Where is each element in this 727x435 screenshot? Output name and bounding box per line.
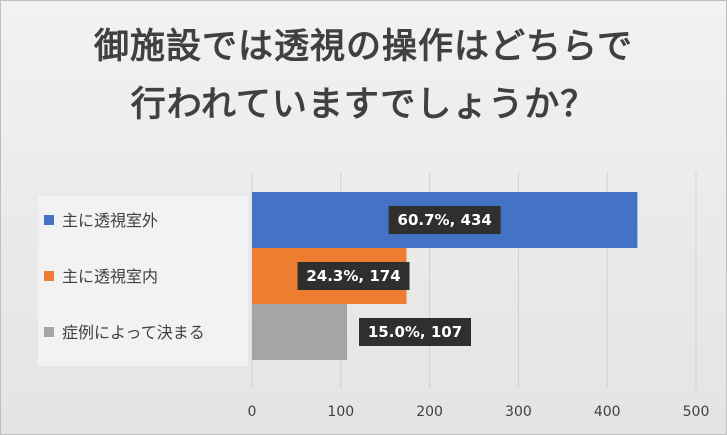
legend-marker bbox=[44, 327, 54, 337]
data-label-box bbox=[388, 206, 501, 234]
legend-label: 症例によって決まる bbox=[62, 323, 205, 342]
bar bbox=[252, 304, 348, 360]
chart-title-line-1: 御施設では透視の操作はどちらで bbox=[94, 27, 633, 67]
x-tick-label: 300 bbox=[505, 404, 532, 420]
legend-marker bbox=[44, 271, 54, 281]
x-tick-label: 200 bbox=[416, 404, 443, 420]
legend-label: 主に透視室内 bbox=[62, 267, 158, 286]
legend-panel bbox=[38, 196, 248, 366]
x-tick-label: 0 bbox=[248, 404, 257, 420]
x-tick-label: 100 bbox=[327, 404, 354, 420]
x-tick-label: 500 bbox=[683, 404, 710, 420]
data-label: 15.0%, 107 bbox=[368, 323, 462, 341]
data-label: 24.3%, 174 bbox=[306, 267, 400, 285]
data-label: 60.7%, 434 bbox=[398, 211, 492, 229]
data-label-box bbox=[359, 318, 472, 346]
legend-label: 主に透視室外 bbox=[62, 211, 158, 230]
chart-title: 御施設では透視の操作はどちらで 行われていますでしょうか？ bbox=[0, 18, 727, 134]
data-label-box bbox=[297, 262, 410, 290]
x-tick-label: 400 bbox=[594, 404, 621, 420]
chart-title-line-2: 行われていますでしょうか？ bbox=[130, 85, 597, 125]
legend-marker bbox=[44, 215, 54, 225]
